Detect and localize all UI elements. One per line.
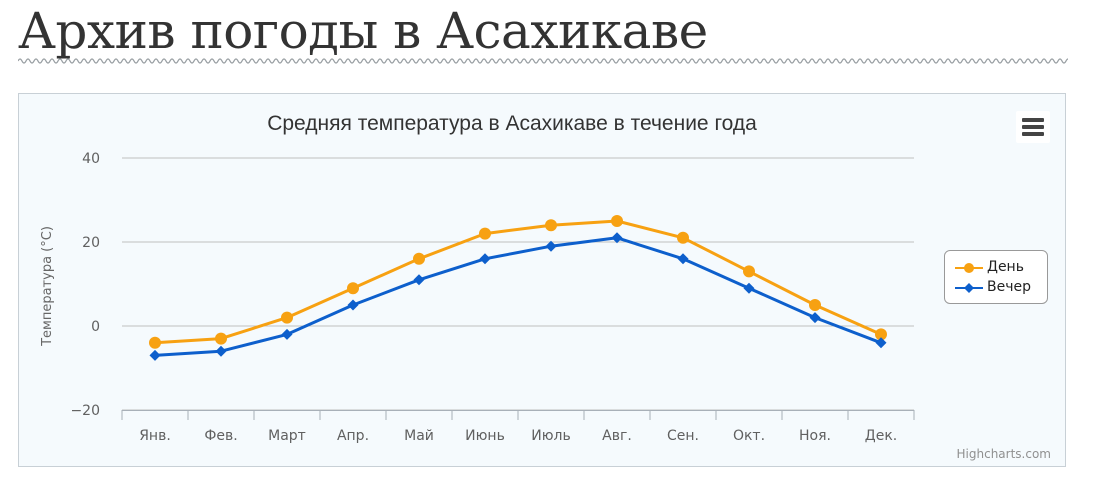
chart-menu-button[interactable] xyxy=(1016,111,1050,143)
x-tick-label: Дек. xyxy=(865,428,897,444)
x-tick-label: Сен. xyxy=(667,428,699,444)
data-point-day[interactable] xyxy=(413,252,425,265)
y-axis-label: Температура (°C) xyxy=(40,226,55,347)
data-point-day[interactable] xyxy=(215,332,227,345)
data-point-evening[interactable] xyxy=(347,299,359,311)
data-point-evening[interactable] xyxy=(413,274,425,286)
data-point-day[interactable] xyxy=(347,282,359,295)
x-tick-label: Май xyxy=(404,428,434,444)
data-point-evening[interactable] xyxy=(215,345,227,357)
x-tick-label: Авг. xyxy=(602,428,632,444)
data-point-evening[interactable] xyxy=(743,282,755,294)
data-point-day[interactable] xyxy=(875,328,887,341)
legend-evening-label: Вечер xyxy=(987,279,1031,295)
data-point-day[interactable] xyxy=(545,219,557,232)
y-tick-label: 20 xyxy=(82,235,100,251)
y-tick-label: 40 xyxy=(82,151,100,167)
page-title: Архив погоды в Асахикаве xyxy=(18,2,708,60)
legend-evening-marker xyxy=(955,283,983,293)
x-tick-label: Июнь xyxy=(465,428,505,444)
legend-day-marker xyxy=(955,263,983,273)
x-tick-label: Янв. xyxy=(139,428,171,444)
data-point-evening[interactable] xyxy=(677,253,689,265)
data-point-day[interactable] xyxy=(611,215,623,227)
x-tick-label: Окт. xyxy=(733,428,765,444)
y-tick-label: −20 xyxy=(70,403,100,419)
data-point-evening[interactable] xyxy=(545,240,557,252)
data-point-evening[interactable] xyxy=(611,232,623,244)
y-tick-label: 0 xyxy=(91,319,100,335)
x-tick-label: Март xyxy=(268,428,306,444)
series-line-day xyxy=(154,219,882,345)
data-point-day[interactable] xyxy=(743,265,755,278)
x-tick-label: Фев. xyxy=(204,428,237,444)
data-point-day[interactable] xyxy=(677,231,689,244)
data-point-evening[interactable] xyxy=(875,337,887,349)
data-point-evening[interactable] xyxy=(149,349,161,361)
chart-title: Средняя температура в Асахикаве в течени… xyxy=(267,112,757,135)
series-line-evening xyxy=(154,236,882,357)
data-point-day[interactable] xyxy=(281,311,293,324)
data-point-day[interactable] xyxy=(479,227,491,240)
chart-container: −20 0 20 40 Янв. Фев. Март Апр. Май Июнь Июль Авг. С… xyxy=(18,93,1066,467)
x-tick-label: Июль xyxy=(531,428,570,444)
data-point-evening[interactable] xyxy=(479,253,491,265)
data-point-day[interactable] xyxy=(809,299,821,311)
credits-link[interactable]: Highcharts.com xyxy=(956,447,1051,461)
legend-day-label: День xyxy=(987,259,1024,275)
data-point-evening[interactable] xyxy=(281,328,293,340)
x-tick-label: Ноя. xyxy=(799,428,831,444)
x-tick-label: Апр. xyxy=(337,428,369,444)
title-underline-wave xyxy=(18,58,1068,64)
temperature-chart: −20 0 20 40 Янв. Фев. Март Апр. Май Июнь Июль Авг. С… xyxy=(40,112,915,444)
data-point-day[interactable] xyxy=(149,336,161,349)
data-point-evening[interactable] xyxy=(809,312,821,324)
chart-legend: День Вечер xyxy=(944,250,1048,304)
